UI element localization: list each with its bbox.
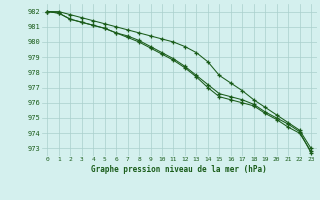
X-axis label: Graphe pression niveau de la mer (hPa): Graphe pression niveau de la mer (hPa) [91,165,267,174]
